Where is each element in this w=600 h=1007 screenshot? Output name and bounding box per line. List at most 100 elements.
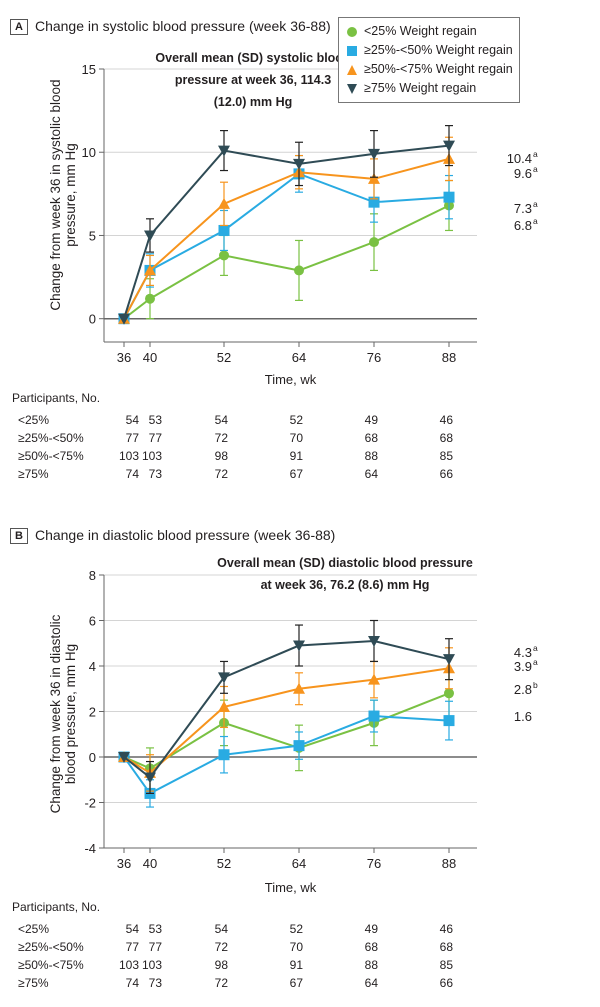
row-label: ≥75% [18, 467, 49, 481]
row-label: ≥75% [18, 976, 49, 990]
footnote-marker: a [533, 164, 538, 174]
data-point-triangle-up [144, 264, 156, 276]
subtitle-line: Overall mean (SD) diastolic blood pressu… [217, 556, 473, 570]
participant-count: 88 [365, 449, 379, 463]
series-triangle-down [118, 124, 455, 325]
participant-count: 54 [126, 413, 140, 427]
participant-count: 52 [290, 413, 304, 427]
participant-count: 85 [440, 449, 454, 463]
series-line [123, 157, 450, 320]
y-axis-label: Change from week 36 in systolic blood [48, 79, 63, 310]
end-value-label: 3.9 [514, 659, 532, 674]
data-point-triangle-up [368, 172, 380, 184]
subtitle-line: (12.0) mm Hg [213, 95, 293, 109]
data-point-triangle-down [443, 140, 455, 152]
subtitle-line: Overall mean (SD) systolic blood [155, 51, 351, 65]
participants-header: Participants, No. [12, 900, 100, 914]
panel-letter: A [10, 19, 28, 35]
participant-count: 103 [142, 958, 162, 972]
participant-count: 67 [290, 976, 304, 990]
triangle-up-marker-icon [345, 64, 359, 76]
x-tick-label: 64 [292, 856, 306, 871]
series-circle [119, 669, 454, 790]
legend-label: ≥25%-<50% Weight regain [364, 43, 513, 57]
y-tick-label: 5 [89, 228, 96, 243]
row-label: ≥25%-<50% [18, 431, 84, 445]
data-point-square [368, 710, 380, 722]
panel-a-subtitle: Overall mean (SD) systolic blood pressur… [133, 47, 373, 113]
footnote-marker: a [533, 149, 538, 159]
legend: <25% Weight regain ≥25%-<50% Weight rega… [338, 17, 520, 103]
y-tick-label: 8 [89, 568, 96, 583]
data-point-triangle-up [218, 700, 230, 712]
row-label: ≥50%-<75% [18, 449, 84, 463]
legend-label: ≥50%-<75% Weight regain [364, 62, 513, 76]
x-tick-label: 36 [117, 856, 131, 871]
x-tick-label: 88 [442, 856, 456, 871]
title-text: Change in systolic blood pressure (week … [34, 18, 331, 34]
participant-count: 74 [126, 976, 140, 990]
participant-count: 70 [290, 940, 304, 954]
participant-count: 54 [126, 922, 140, 936]
data-point-triangle-up [218, 197, 230, 209]
data-point-triangle-down [144, 230, 156, 242]
data-point-triangle-down [218, 672, 230, 684]
participant-count: 77 [126, 431, 140, 445]
y-tick-label: -4 [84, 841, 96, 856]
row-label: <25% [18, 922, 49, 936]
data-point-triangle-down [368, 635, 380, 647]
participant-count: 68 [440, 431, 454, 445]
participants-row: ≥50%-<75% 103 103 98 91 88 85 [18, 449, 453, 463]
data-point-triangle-down [218, 145, 230, 157]
end-value-label: 7.3 [514, 201, 532, 216]
x-tick-label: 76 [367, 856, 381, 871]
participant-count: 77 [149, 431, 163, 445]
participant-count: 91 [290, 449, 304, 463]
y-tick-label: 6 [89, 614, 96, 629]
y-tick-label: 2 [89, 705, 96, 720]
participant-count: 66 [440, 467, 454, 481]
participant-count: 54 [215, 922, 229, 936]
x-tick-label: 88 [442, 350, 456, 365]
y-axis-label: Change from week 36 in diastolic [48, 614, 63, 813]
subtitle-line: at week 36, 76.2 (8.6) mm Hg [260, 578, 430, 592]
participants-row: ≥75% 74 73 72 67 64 66 [18, 976, 453, 990]
participant-count: 66 [440, 976, 454, 990]
end-value-label: 9.6 [514, 166, 532, 181]
participant-count: 72 [215, 940, 229, 954]
x-tick-label: 36 [117, 350, 131, 365]
data-point-circle [219, 250, 229, 261]
y-tick-label: -2 [84, 796, 96, 811]
data-point-square [443, 715, 455, 727]
legend-item: ≥25%-<50% Weight regain [345, 41, 513, 60]
circle-marker-icon [345, 26, 359, 38]
data-point-triangle-down [368, 148, 380, 160]
participant-count: 73 [149, 976, 163, 990]
participant-count: 103 [119, 958, 139, 972]
participants-row: ≥75% 74 73 72 67 64 66 [18, 467, 453, 481]
row-label: <25% [18, 413, 49, 427]
y-tick-label: 10 [82, 145, 96, 160]
x-tick-label: 40 [143, 350, 157, 365]
legend-item: ≥50%-<75% Weight regain [345, 60, 513, 79]
participant-count: 70 [290, 431, 304, 445]
participant-count: 85 [440, 958, 454, 972]
footnote-marker: a [533, 216, 538, 226]
triangle-down-marker-icon [345, 83, 359, 95]
participant-count: 64 [365, 976, 379, 990]
data-point-triangle-down [293, 158, 305, 170]
participant-count: 103 [119, 449, 139, 463]
footnote-marker: a [533, 199, 538, 209]
footnote-marker: b [533, 680, 538, 690]
footnote-marker: a [533, 657, 538, 667]
series-triangle-up [118, 136, 455, 324]
end-value-label: 2.8 [514, 682, 532, 697]
data-point-square [293, 740, 305, 752]
x-axis-label: Time, wk [265, 880, 317, 895]
participant-count: 98 [215, 958, 229, 972]
x-axis-label: Time, wk [265, 372, 317, 387]
participant-count: 68 [440, 940, 454, 954]
end-value-label: 4.3 [514, 645, 532, 660]
data-point-triangle-down [443, 654, 455, 666]
